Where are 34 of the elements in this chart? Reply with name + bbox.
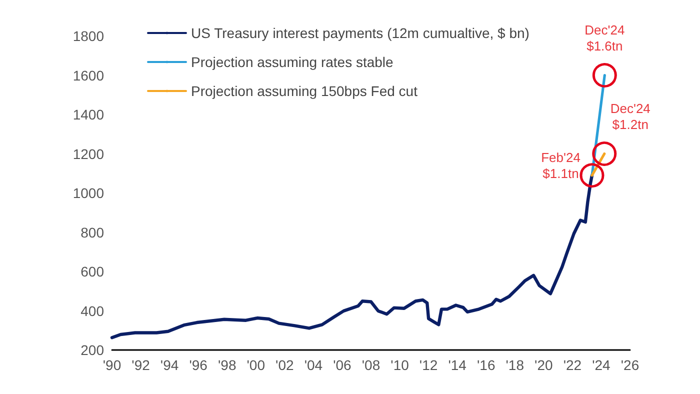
- annotation: Dec'24 $1.2tn: [610, 101, 650, 132]
- x-tick-label: '92: [132, 357, 150, 373]
- y-tick-label: 1200: [72, 146, 104, 162]
- x-tick-label: '00: [246, 357, 266, 373]
- annotation: Dec'24 $1.6tn: [584, 22, 625, 54]
- annotation: Feb'24 $1.1tn: [541, 150, 580, 181]
- x-tick-label: '18: [506, 357, 524, 373]
- x-tick-label: '12: [419, 357, 438, 373]
- x-tick-label: '96: [189, 357, 208, 373]
- y-tick-label: 200: [80, 342, 104, 358]
- x-tick-label: '02: [276, 357, 294, 373]
- x-tick-label: '16: [476, 357, 496, 373]
- x-tick-label: '90: [102, 357, 122, 373]
- y-tick-label: 1400: [72, 106, 104, 122]
- x-tick-label: '06: [333, 357, 352, 373]
- x-tick-label: '94: [160, 357, 179, 373]
- legend-label: US Treasury interest payments (12m cumualtive, $ bn): [191, 25, 530, 41]
- y-tick-label: 1000: [72, 185, 104, 201]
- y-tick-label: 400: [80, 302, 104, 319]
- legend-label: Projection assuming 150bps Fed cut: [191, 83, 418, 99]
- x-tick-label: '04: [304, 357, 323, 373]
- x-tick-label: '10: [390, 357, 410, 373]
- x-tick-label: '26: [620, 357, 640, 373]
- x-tick-label: '08: [362, 357, 380, 373]
- y-tick-label: 600: [80, 264, 104, 280]
- x-tick-label: '98: [218, 357, 236, 373]
- x-tick-label: '24: [592, 357, 611, 373]
- x-tick-label: '22: [563, 357, 582, 373]
- x-tick-label: '20: [534, 357, 553, 373]
- y-tick-label: 800: [80, 224, 104, 240]
- y-tick-label: 1600: [72, 67, 104, 84]
- y-tick-label: 1800: [72, 28, 104, 44]
- legend-label: Projection assuming rates stable: [191, 54, 394, 70]
- x-tick-label: '14: [448, 357, 467, 373]
